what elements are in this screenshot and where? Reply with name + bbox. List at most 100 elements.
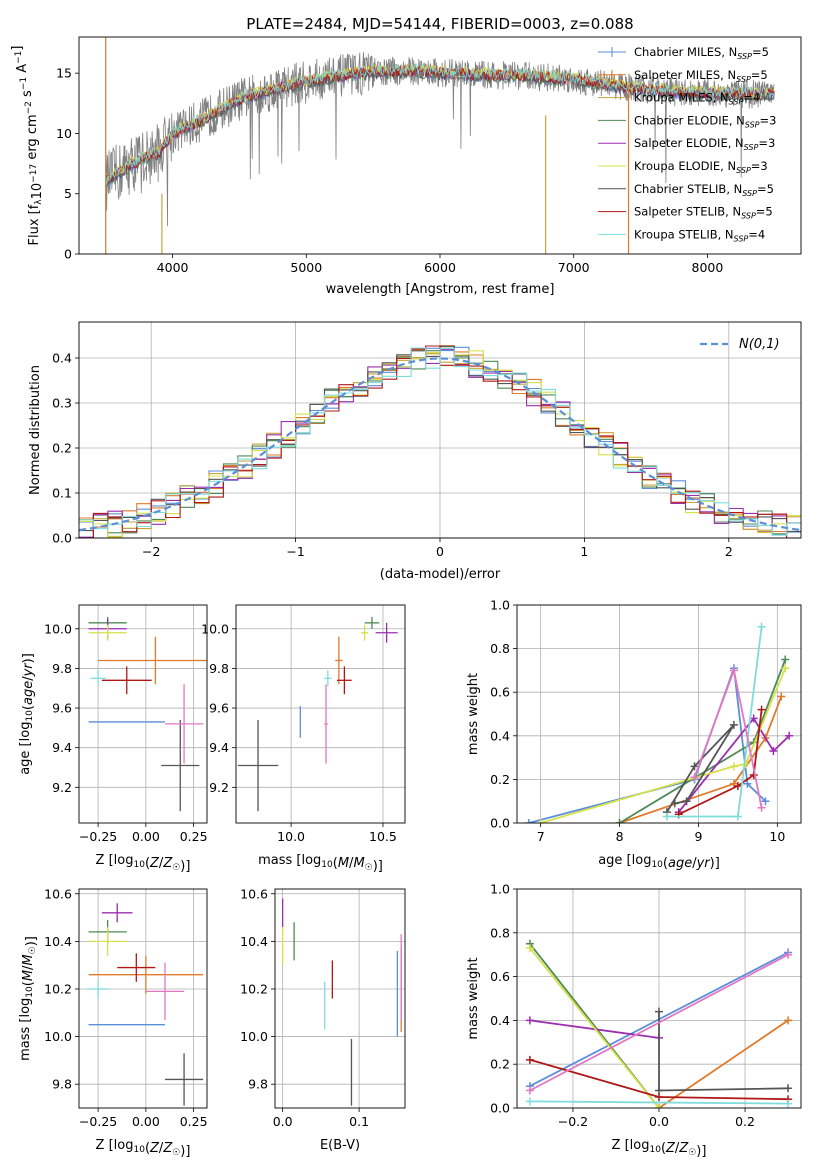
weight-series-line — [658, 1019, 789, 1108]
axes-frame — [78, 36, 802, 255]
y-tick-label: 0.6 — [490, 969, 510, 984]
normal-curve — [79, 357, 801, 532]
y-tick-label: 9.4 — [52, 740, 72, 755]
x-tick-label: 5000 — [290, 260, 322, 275]
weight-point-marker — [525, 944, 534, 953]
legend-label: Chabrier MILES, NSSP=5 — [634, 45, 769, 61]
legend-label: Kroupa MILES, NSSP=4 — [634, 91, 760, 107]
axes-frame — [274, 888, 406, 1109]
axis-label: mass [log10(M/M☉)] — [18, 936, 39, 1061]
axes-frame — [78, 321, 802, 539]
legend-label: N(0,1) — [739, 337, 780, 352]
spectrum-panel: 4000 5000 6000 7000 8000 0 5 10 15 wavelength [An… — [10, 36, 802, 297]
weight-point-marker — [781, 664, 790, 673]
y-tick-label: 0.1 — [52, 486, 72, 501]
y-tick-label: 9.8 — [52, 661, 72, 676]
x-axis-label: (data-model)/error — [380, 567, 501, 582]
axes-frame — [78, 888, 208, 1109]
x-tick-label: 10.0 — [277, 829, 305, 844]
weight-point-marker — [757, 803, 766, 812]
y-tick-label: 9.6 — [52, 701, 72, 716]
weight-series-line — [529, 1100, 789, 1105]
weight-series-line — [658, 1011, 789, 1092]
y-tick-label: 0.2 — [490, 1057, 510, 1072]
axis-label: Z [log10(Z/Z☉)] — [96, 853, 191, 874]
x-tick-label: 8000 — [692, 260, 724, 275]
weight-series-line — [677, 716, 790, 813]
x-tick-label: −1 — [286, 544, 304, 559]
y-tick-label: 1.0 — [490, 882, 510, 897]
y-tick-label: 10.4 — [240, 934, 268, 949]
y-tick-label: 9.2 — [209, 780, 229, 795]
y-tick-label: 1.0 — [490, 598, 510, 613]
weight-point-marker — [525, 1086, 534, 1095]
weight-point-marker — [662, 812, 671, 821]
x-tick-label: 6000 — [424, 260, 456, 275]
axis-label: Z [log10(Z/Z☉)] — [612, 1138, 707, 1159]
weight-point-marker — [781, 655, 790, 664]
weight-series-line — [678, 709, 763, 816]
mass-vs-ebv-panel: 0.0 0.1 9.8 10.0 10.2 10.4 10.6 E(B-V) — [240, 886, 406, 1153]
y-tick-label: 15 — [56, 66, 72, 81]
weight-point-marker — [690, 762, 699, 771]
model-spectrum-line — [105, 65, 775, 183]
weight-point-marker — [733, 781, 742, 790]
legend-label: Salpeter STELIB, NSSP=5 — [634, 205, 773, 221]
x-tick-label: 7 — [537, 829, 545, 844]
weight-point-marker — [757, 622, 766, 631]
y-tick-label: 10.6 — [240, 886, 268, 901]
y-tick-label: 0 — [64, 247, 72, 262]
weight-series-line — [528, 667, 767, 823]
y-tick-label: 10.0 — [44, 1029, 72, 1044]
y-tick-label: 0.8 — [490, 925, 510, 940]
x-tick-label: 0 — [436, 544, 444, 559]
weight-point-marker — [784, 1016, 793, 1025]
plot-area — [88, 616, 207, 812]
weight-point-marker — [524, 819, 533, 823]
model-spectrum-line — [105, 62, 775, 184]
plot-area — [281, 898, 402, 1106]
weight-series-line — [529, 947, 660, 1108]
weight-point-marker — [733, 812, 742, 821]
legend-label: Salpeter MILES, NSSP=5 — [634, 68, 768, 84]
weight-point-marker — [741, 760, 750, 769]
histogram-steps — [79, 347, 801, 536]
axes-frame — [235, 604, 406, 824]
y-tick-label: 0.0 — [490, 1101, 510, 1116]
weight-point-marker — [525, 1016, 534, 1025]
x-tick-label: 0.25 — [180, 1114, 208, 1129]
x-tick-label: 0.0 — [649, 1114, 669, 1129]
axis-label: age [log10(age/yr)] — [598, 853, 720, 871]
weight-point-marker — [761, 797, 770, 806]
weight-point-marker — [670, 799, 679, 808]
y-tick-label: 0.0 — [490, 816, 510, 831]
y-tick-label: 10.0 — [201, 621, 229, 636]
figure-title: PLATE=2484, MJD=54144, FIBERID=0003, z=0… — [246, 15, 633, 33]
x-tick-label: −0.25 — [79, 1114, 117, 1129]
massweight-vs-age-panel: 7 8 9 10 0.0 0.2 0.4 0.6 0.8 1.0 age [log10(age/yr… — [466, 598, 802, 871]
x-tick-label: −0.2 — [558, 1114, 588, 1129]
weight-point-marker — [536, 819, 545, 823]
legend-label: Kroupa STELIB, NSSP=4 — [634, 227, 765, 243]
x-axis-label: wavelength [Angstrom, rest frame] — [326, 282, 555, 297]
weight-point-marker — [785, 731, 794, 740]
plot-area — [525, 939, 793, 1108]
axis-label: Z [log10(Z/Z☉)] — [96, 1138, 191, 1159]
x-axis-label: E(B-V) — [320, 1138, 360, 1153]
plot-area — [524, 622, 794, 823]
x-tick-label: 0.1 — [349, 1114, 369, 1129]
weight-point-marker — [784, 1084, 793, 1093]
weight-point-marker — [729, 666, 738, 675]
weight-point-marker — [769, 747, 778, 756]
y-tick-label: 0.4 — [490, 1013, 510, 1028]
y-tick-label: 10.2 — [240, 981, 268, 996]
y-tick-label: 9.4 — [209, 740, 229, 755]
y-tick-label: 5 — [64, 186, 72, 201]
y-axis-label: Normed distribution — [28, 365, 43, 495]
y-tick-label: 9.8 — [248, 1077, 268, 1092]
legend-label: Salpeter ELODIE, NSSP=3 — [634, 136, 775, 152]
weight-point-marker — [729, 720, 738, 729]
weight-point-marker — [682, 797, 691, 806]
axis-label: age [log10(age/yr)] — [18, 653, 36, 775]
y-tick-label: 0.8 — [490, 641, 510, 656]
